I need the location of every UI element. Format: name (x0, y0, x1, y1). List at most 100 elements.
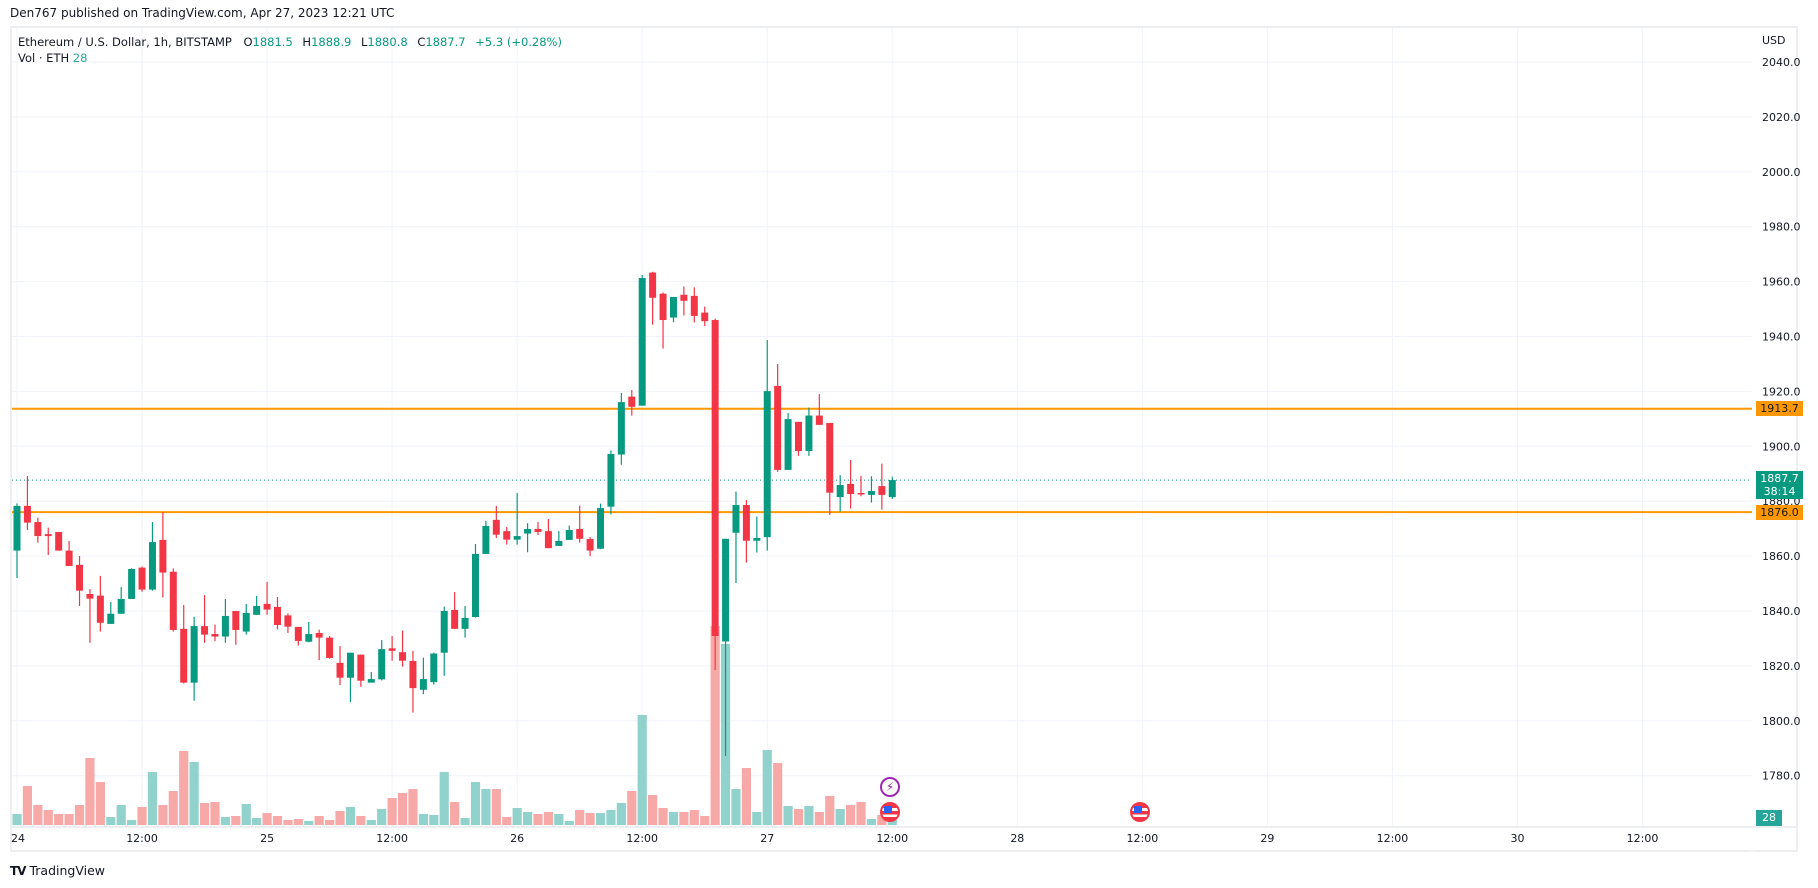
candle-body (513, 536, 521, 540)
volume-bar (481, 789, 491, 825)
volume-bar (606, 810, 616, 825)
volume-bar (85, 758, 95, 825)
volume-bar (554, 814, 564, 825)
volume-bar (429, 815, 439, 825)
candle-body (617, 402, 625, 455)
volume-bar (189, 762, 199, 825)
volume-bar (616, 803, 626, 825)
volume-bar (231, 816, 241, 825)
low-label: L (360, 35, 368, 49)
candle-body (732, 505, 740, 533)
volume-bar (293, 819, 303, 825)
candle-body (23, 505, 31, 523)
lightning-icon[interactable]: ⚡ (880, 777, 900, 797)
candle-body (742, 505, 750, 541)
change-value: +5.3 (+0.28%) (475, 35, 562, 49)
volume-bar (95, 782, 105, 825)
current-price: 1887.7 (1760, 472, 1799, 485)
candle-body (492, 519, 500, 535)
candle-body (326, 637, 334, 658)
time-tick: 24 (11, 832, 25, 845)
candle-body (284, 615, 292, 627)
volume-bar (627, 791, 637, 825)
candle-body (836, 485, 844, 498)
candle-body (76, 564, 84, 591)
candle-body (826, 422, 834, 493)
volume-bar (199, 803, 210, 825)
volume-bar (12, 814, 22, 825)
candle-body (378, 649, 386, 680)
volume-bar (575, 810, 585, 825)
candle-body (597, 508, 605, 549)
candle-body (180, 628, 188, 683)
volume-bar (668, 812, 679, 825)
volume-tag: 28 (1756, 810, 1782, 826)
volume-bar (470, 782, 481, 825)
time-tick: 12:00 (1127, 832, 1159, 845)
candle-body (65, 550, 73, 566)
us-flag-icon[interactable] (880, 802, 900, 822)
price-tick: 1940.0 (1762, 331, 1801, 344)
volume-bar (137, 807, 147, 825)
candle-body (805, 415, 813, 451)
volume-bar (314, 816, 324, 825)
volume-bar (741, 768, 751, 825)
candle-body (753, 537, 761, 541)
candle-body (44, 534, 52, 537)
candle-body (763, 391, 771, 538)
time-tick: 29 (1260, 832, 1274, 845)
current-price-tag: 1887.7 38:14 (1756, 471, 1803, 499)
candle-body (774, 385, 782, 470)
time-tick: 27 (760, 832, 774, 845)
candle-body (524, 528, 532, 534)
candle-body (315, 632, 323, 638)
volume-bar (220, 817, 230, 825)
volume-bar (856, 802, 866, 825)
tradingview-logo[interactable]: TV TradingView (10, 863, 105, 878)
volume-bar (252, 818, 262, 825)
chart-frame[interactable] (10, 26, 1798, 852)
volume-bar (22, 786, 33, 825)
volume-bar (116, 805, 126, 825)
volume-bar (543, 812, 554, 825)
candle-body (565, 530, 573, 540)
volume-bar (283, 820, 293, 825)
volume-bar (783, 806, 793, 825)
volume-bar (262, 813, 272, 825)
chart-legend: Ethereum / U.S. Dollar, 1h, BITSTAMP O18… (18, 34, 562, 66)
candle-body (367, 679, 375, 683)
volume-bar (366, 820, 376, 825)
candle-body (13, 505, 21, 551)
candle-body (815, 415, 823, 425)
time-tick: 12:00 (876, 832, 908, 845)
time-tick: 12:00 (626, 832, 658, 845)
candle-body (201, 626, 209, 635)
volume-bar (127, 820, 137, 825)
candle-body (336, 662, 344, 678)
symbol-title[interactable]: Ethereum / U.S. Dollar, 1h, BITSTAMP (18, 35, 232, 49)
time-tick: 12:00 (1627, 832, 1659, 845)
candle-body (263, 603, 271, 610)
candle-body (357, 654, 365, 681)
candle-body (638, 278, 646, 406)
price-tick: 1920.0 (1762, 385, 1801, 398)
candle-body (722, 538, 730, 642)
time-tick: 12:00 (376, 832, 408, 845)
volume-bar (460, 818, 470, 825)
price-tick: 1820.0 (1762, 660, 1801, 673)
candle-body (128, 569, 136, 599)
us-flag-icon[interactable] (1130, 802, 1150, 822)
volume-bar (418, 814, 428, 825)
candle-body (878, 486, 886, 495)
volume-label[interactable]: Vol · ETH (18, 51, 70, 65)
time-tick: 28 (1010, 832, 1024, 845)
candle-body (55, 531, 63, 551)
volume-bar (408, 789, 418, 825)
volume-bar (377, 809, 387, 825)
volume-bar (637, 715, 647, 825)
candle-body (867, 491, 875, 495)
volume-bar (814, 812, 824, 825)
candle-body (388, 648, 396, 651)
candle-body (690, 295, 698, 316)
